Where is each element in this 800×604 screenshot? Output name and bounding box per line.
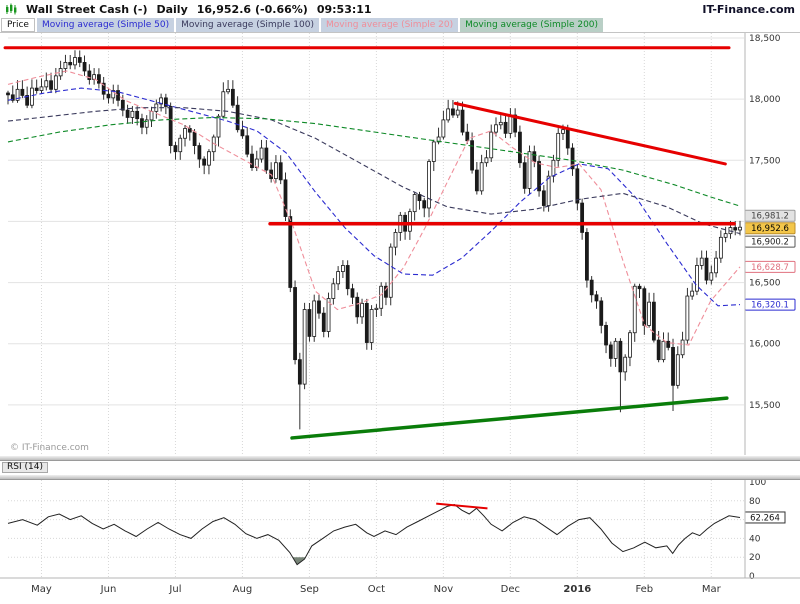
instrument-title: Wall Street Cash (-)	[26, 2, 148, 16]
ma-line-simple-50	[7, 87, 741, 307]
legend-bar: Price Moving average (Simple 50) Moving a…	[0, 18, 800, 33]
svg-text:100: 100	[749, 478, 766, 488]
app-icon	[5, 3, 17, 15]
change-percent: (-0.66%)	[255, 2, 308, 16]
ma-chips-container: Moving average (Simple 50) Moving average…	[36, 18, 604, 32]
ma-chip-2[interactable]: Moving average (Simple 20)	[321, 18, 459, 32]
ma-line-simple-200	[7, 116, 741, 207]
svg-text:Mar: Mar	[702, 584, 722, 595]
svg-text:18,000: 18,000	[749, 95, 781, 105]
ma-line-simple-20	[7, 70, 741, 346]
svg-text:16,900.2: 16,900.2	[751, 238, 789, 248]
quote-time: 09:53:11	[316, 2, 372, 16]
rsi-trendlines-layer[interactable]	[436, 502, 488, 510]
trendlines-layer[interactable]	[3, 46, 736, 440]
price-chip[interactable]: Price	[1, 18, 35, 32]
svg-text:Sep: Sep	[300, 584, 319, 595]
svg-text:16,500: 16,500	[749, 279, 781, 289]
rsi-line	[7, 504, 741, 566]
time-axis-labels-layer: May Jun Jul Aug Sep Oct Nov Dec 2016 Feb Mar	[31, 584, 721, 595]
panel-separator-top[interactable]	[0, 455, 800, 461]
rsi-axis-labels-layer: 100 80 40 20 0	[749, 478, 766, 582]
svg-text:17,500: 17,500	[749, 156, 781, 166]
rsi-indicator-chip[interactable]: RSI (14)	[2, 462, 48, 473]
rsi-marker-label: 62.264	[750, 513, 780, 523]
svg-text:16,981.2: 16,981.2	[751, 212, 789, 222]
svg-text:80: 80	[749, 497, 761, 507]
svg-text:Dec: Dec	[501, 584, 520, 595]
svg-text:May: May	[31, 584, 52, 595]
svg-text:2016: 2016	[563, 584, 591, 595]
price-markers-layer: 16,981.2 16,952.6 16,900.2 16,628.7 16,320.1	[744, 209, 796, 311]
svg-text:20: 20	[749, 553, 761, 563]
svg-text:15,500: 15,500	[749, 401, 781, 411]
candles-layer	[6, 50, 742, 430]
svg-text:Jun: Jun	[100, 584, 117, 595]
ma-chip-0[interactable]: Moving average (Simple 50)	[36, 18, 175, 32]
svg-text:Oct: Oct	[368, 584, 385, 595]
rsi-label-row: RSI (14)	[0, 461, 800, 474]
svg-text:Nov: Nov	[434, 584, 454, 595]
timeframe-label: Daily	[156, 2, 188, 16]
svg-text:16,320.1: 16,320.1	[751, 301, 789, 311]
svg-text:16,952.6: 16,952.6	[751, 224, 789, 234]
svg-text:Feb: Feb	[635, 584, 653, 595]
svg-text:16,000: 16,000	[749, 340, 781, 350]
svg-text:Jul: Jul	[168, 584, 181, 595]
svg-text:0: 0	[749, 572, 755, 582]
last-price: 16,952.6 (-0.66%)	[197, 3, 308, 16]
price-axis-labels-layer: 18,500 18,000 17,500 16,500 16,000 15,500	[749, 34, 781, 411]
rsi-oversold-fill-layer	[292, 557, 306, 565]
svg-text:16,628.7: 16,628.7	[751, 263, 789, 273]
ma-chip-1[interactable]: Moving average (Simple 100)	[176, 18, 319, 32]
last-price-value: 16,952.6	[196, 2, 252, 16]
moving-averages-layer	[7, 70, 741, 346]
svg-text:Aug: Aug	[233, 584, 253, 595]
svg-text:18,500: 18,500	[749, 34, 781, 44]
ma-chip-3[interactable]: Moving average (Simple 200)	[460, 18, 604, 32]
panel-separator-bottom[interactable]	[0, 474, 800, 480]
chart-watermark: © IT-Finance.com	[10, 443, 89, 453]
ma-line-simple-100	[7, 107, 741, 235]
price-gridlines-layer	[8, 37, 744, 406]
svg-text:40: 40	[749, 534, 761, 544]
brand-link[interactable]: IT-Finance.com	[702, 2, 795, 16]
header-bar: Wall Street Cash (-) Daily 16,952.6 (-0.…	[0, 0, 800, 18]
